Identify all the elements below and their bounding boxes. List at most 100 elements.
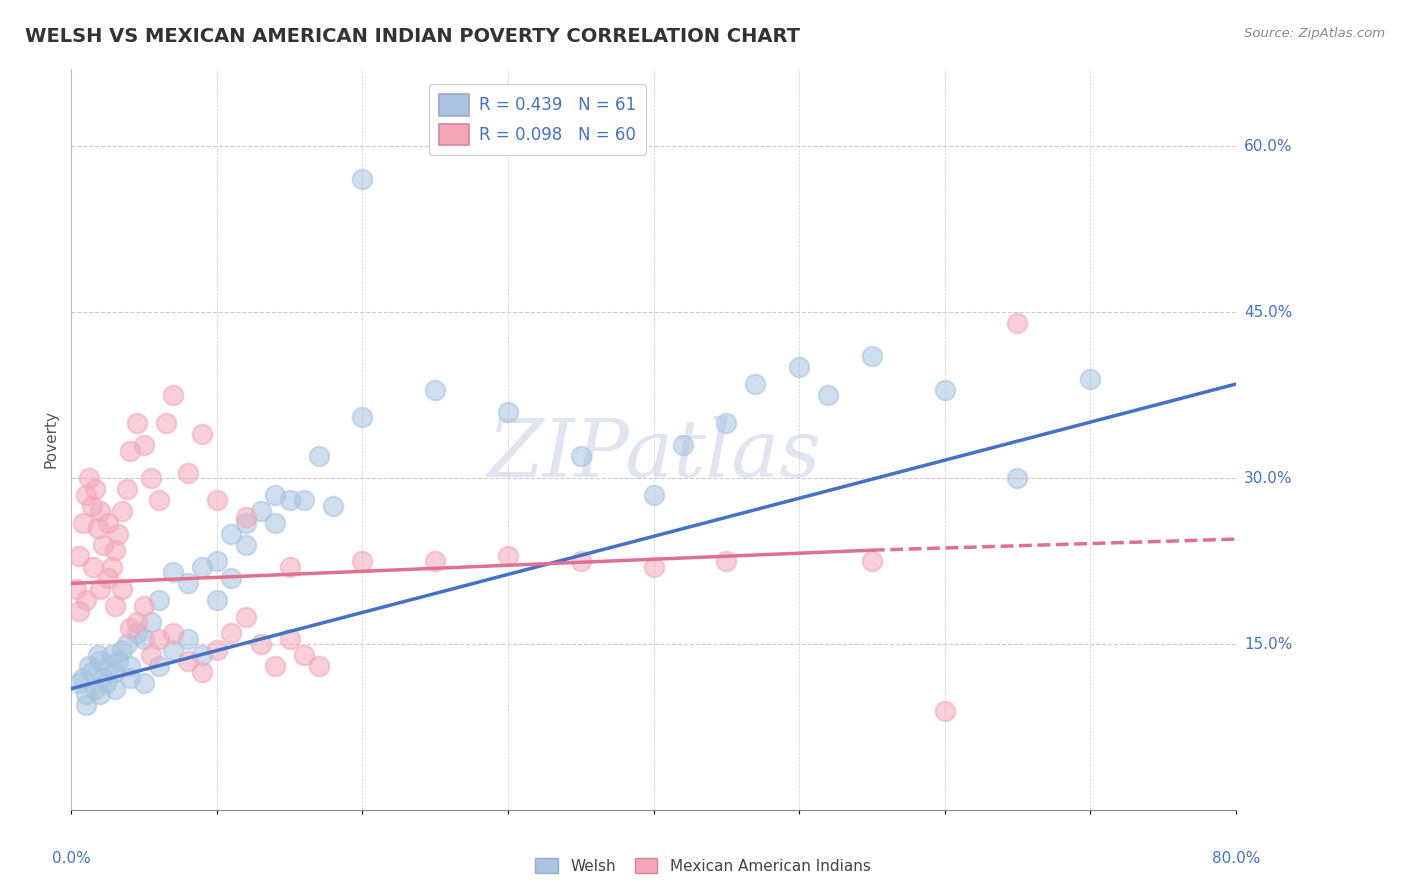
Text: ZIPatlas: ZIPatlas — [486, 416, 820, 493]
Text: Source: ZipAtlas.com: Source: ZipAtlas.com — [1244, 27, 1385, 40]
Point — [75, 593, 97, 607]
Point — [83, 483, 105, 497]
Text: 30.0%: 30.0% — [1244, 471, 1292, 486]
Point — [425, 554, 447, 568]
Point — [264, 488, 287, 502]
Point — [643, 488, 665, 502]
Point — [278, 632, 301, 646]
Text: WELSH VS MEXICAN AMERICAN INDIAN POVERTY CORRELATION CHART: WELSH VS MEXICAN AMERICAN INDIAN POVERTY… — [25, 27, 800, 45]
Point — [125, 626, 148, 640]
Point — [75, 687, 97, 701]
Point — [235, 609, 257, 624]
Point — [177, 632, 200, 646]
Point — [162, 643, 184, 657]
Point — [86, 648, 108, 663]
Point — [80, 499, 103, 513]
Point — [860, 554, 883, 568]
Point — [118, 659, 141, 673]
Point — [264, 516, 287, 530]
Point — [75, 698, 97, 713]
Point — [205, 593, 228, 607]
Point — [101, 648, 124, 663]
Point — [101, 559, 124, 574]
Point — [1007, 471, 1029, 485]
Point — [89, 654, 111, 668]
Point — [205, 493, 228, 508]
Point — [162, 566, 184, 580]
Point — [191, 559, 214, 574]
Point — [86, 521, 108, 535]
Point — [111, 504, 134, 518]
Point — [89, 582, 111, 596]
Point — [148, 632, 170, 646]
Point — [67, 676, 90, 690]
Point — [148, 659, 170, 673]
Point — [162, 388, 184, 402]
Point — [67, 604, 90, 618]
Text: 45.0%: 45.0% — [1244, 305, 1292, 319]
Point — [115, 637, 138, 651]
Point — [934, 704, 956, 718]
Point — [235, 510, 257, 524]
Point — [115, 483, 138, 497]
Point — [72, 671, 94, 685]
Point — [98, 659, 121, 673]
Point — [278, 493, 301, 508]
Point — [221, 571, 243, 585]
Point — [96, 676, 118, 690]
Point — [83, 681, 105, 696]
Point — [91, 671, 114, 685]
Point — [205, 554, 228, 568]
Point — [89, 687, 111, 701]
Point — [744, 377, 766, 392]
Point — [177, 466, 200, 480]
Point — [496, 549, 519, 563]
Point — [352, 554, 374, 568]
Point — [643, 559, 665, 574]
Point — [235, 516, 257, 530]
Point — [308, 449, 330, 463]
Point — [80, 665, 103, 679]
Point — [148, 593, 170, 607]
Point — [177, 576, 200, 591]
Point — [107, 654, 129, 668]
Point — [264, 659, 287, 673]
Point — [162, 626, 184, 640]
Point — [205, 643, 228, 657]
Text: 60.0%: 60.0% — [1244, 138, 1292, 153]
Point — [569, 449, 592, 463]
Point — [118, 621, 141, 635]
Point — [1078, 371, 1101, 385]
Point — [72, 516, 94, 530]
Point — [191, 426, 214, 441]
Point — [141, 471, 163, 485]
Point — [716, 554, 738, 568]
Point — [672, 438, 695, 452]
Point — [308, 659, 330, 673]
Point — [77, 659, 100, 673]
Point — [111, 582, 134, 596]
Point — [716, 416, 738, 430]
Point — [292, 648, 315, 663]
Point — [104, 665, 127, 679]
Point — [75, 488, 97, 502]
Point — [104, 681, 127, 696]
Point — [425, 383, 447, 397]
Point — [221, 526, 243, 541]
Point — [352, 172, 374, 186]
Point — [141, 615, 163, 629]
Point — [249, 637, 271, 651]
Point — [89, 504, 111, 518]
Point — [91, 538, 114, 552]
Y-axis label: Poverty: Poverty — [44, 410, 58, 468]
Point — [787, 360, 810, 375]
Point — [104, 599, 127, 613]
Point — [191, 665, 214, 679]
Point — [177, 654, 200, 668]
Text: 15.0%: 15.0% — [1244, 637, 1292, 652]
Point — [148, 493, 170, 508]
Point — [221, 626, 243, 640]
Point — [118, 671, 141, 685]
Point — [82, 559, 104, 574]
Point — [860, 350, 883, 364]
